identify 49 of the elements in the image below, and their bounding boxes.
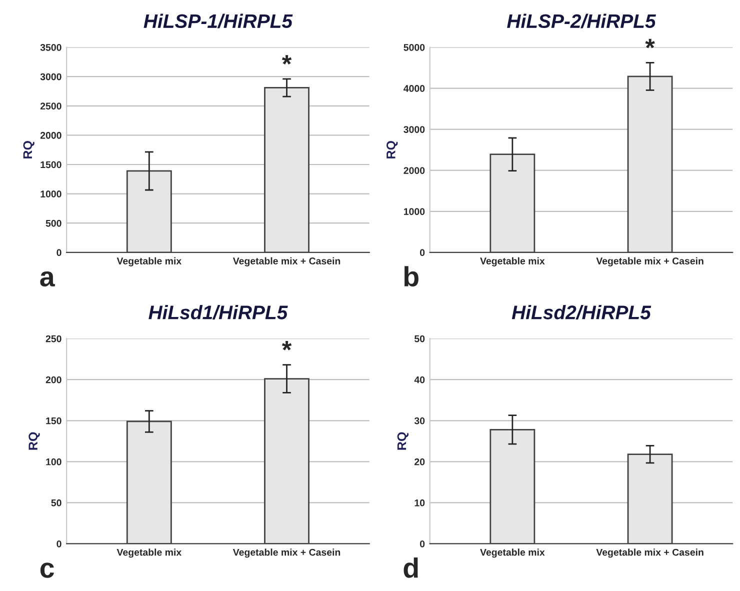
y-tick-label: 30: [414, 417, 425, 424]
y-tick-label: 0: [56, 249, 62, 256]
annotation: *: [282, 55, 292, 64]
y-tick-label: 1000: [404, 208, 425, 216]
x-tick-label: Vegetable mix + Casein: [232, 548, 340, 558]
y-tick-label: 20: [414, 458, 425, 466]
y-tick-label: 100: [46, 458, 62, 466]
y-tick-label: 0: [420, 249, 425, 256]
y-axis-title: RQ: [397, 432, 409, 450]
y-tick-label: 4000: [404, 85, 425, 92]
annotation: *: [645, 38, 655, 48]
y-axis-title: RQ: [23, 141, 34, 158]
y-tick-label: 500: [46, 220, 62, 227]
x-tick-label: Vegetable mix + Casein: [596, 257, 704, 266]
y-tick-label: 3000: [404, 126, 425, 133]
y-tick-label: 3000: [40, 73, 62, 80]
x-tick-label: Vegetable mix: [116, 257, 182, 266]
y-tick-label: 250: [46, 335, 62, 342]
text: d: [404, 557, 418, 578]
chart-title: HiLsd2/HiRPL5: [512, 305, 652, 320]
y-tick-label: 2000: [404, 167, 425, 174]
text: a: [40, 271, 55, 287]
text: b: [404, 266, 418, 287]
y-tick-label: 40: [414, 376, 425, 384]
y-axis-title: RQ: [386, 141, 398, 158]
y-tick-label: 3500: [40, 44, 62, 51]
annotation: *: [282, 341, 292, 350]
x-tick-label: Vegetable mix + Casein: [596, 548, 704, 558]
y-tick-label: 1000: [40, 190, 62, 198]
x-tick-label: Vegetable mix: [480, 257, 545, 266]
y-tick-label: 2000: [40, 132, 62, 139]
y-tick-label: 150: [46, 417, 62, 424]
y-tick-label: 10: [414, 499, 425, 506]
x-tick-label: Vegetable mix: [116, 548, 182, 558]
y-tick-label: 0: [56, 540, 62, 548]
y-tick-label: 2500: [40, 102, 62, 110]
y-tick-label: 5000: [404, 44, 425, 51]
y-tick-label: 50: [51, 499, 62, 506]
y-tick-label: 50: [414, 335, 425, 342]
chart-title: HiLSP-2/HiRPL5: [507, 14, 656, 28]
text: c: [40, 562, 54, 578]
y-axis-title: RQ: [28, 432, 40, 450]
y-tick-label: 0: [420, 540, 425, 548]
x-tick-label: Vegetable mix: [480, 548, 545, 558]
y-tick-label: 200: [46, 376, 62, 384]
x-tick-label: Vegetable mix + Casein: [232, 257, 340, 266]
chart-title: HiLSP-1/HiRPL5: [144, 14, 293, 28]
chart-title: HiLsd1/HiRPL5: [148, 305, 288, 320]
y-tick-label: 1500: [40, 161, 62, 168]
